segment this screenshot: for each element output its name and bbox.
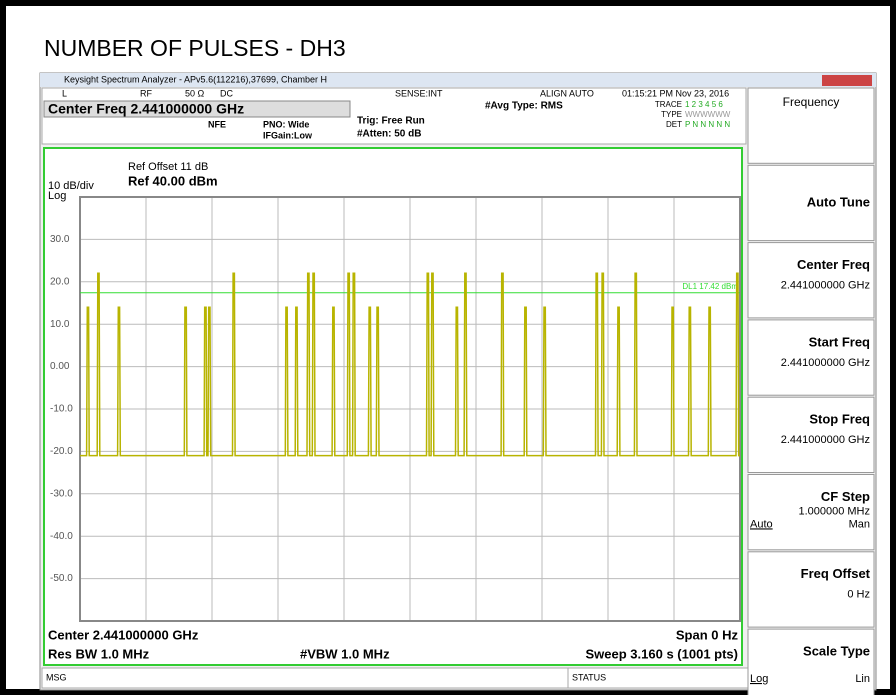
y-tick-label: -10.0 (50, 404, 73, 415)
softkey-value: 1.000000 MHz (798, 505, 870, 517)
y-tick-label: 0.00 (50, 361, 70, 372)
softkey-right: Man (849, 518, 870, 530)
atten: #Atten: 50 dB (357, 129, 421, 140)
status: 01:15:21 PM Nov 23, 2016 (622, 88, 729, 98)
y-tick-label: -20.0 (50, 446, 73, 457)
status: ALIGN AUTO (540, 88, 594, 98)
footer-sweep: Sweep 3.160 s (1001 pts) (586, 646, 738, 661)
softkey[interactable] (747, 242, 875, 319)
softkey-value: 2.441000000 GHz (781, 280, 870, 292)
type-label: TYPE (661, 110, 682, 119)
softkey-label: Freq Offset (801, 566, 871, 581)
softkey[interactable] (747, 474, 875, 551)
center-freq-box (43, 100, 351, 118)
window-title: Keysight Spectrum Analyzer - APv5.6(1122… (64, 74, 327, 84)
softkey[interactable] (747, 551, 875, 628)
footer-span: Span 0 Hz (676, 627, 739, 642)
log: Log (48, 190, 66, 202)
display-line-label: DL1 17.42 dBm (682, 282, 738, 291)
softkey[interactable] (747, 164, 875, 242)
softkey-right: Lin (855, 673, 870, 685)
softkey-value: 2.441000000 GHz (781, 434, 870, 446)
softkey[interactable] (747, 628, 875, 695)
y-tick-label: 30.0 (50, 234, 70, 245)
status: L (62, 88, 67, 98)
trace-label: TRACE (655, 100, 682, 109)
softkey-label: CF Step (821, 489, 870, 504)
ifgain: IFGain:Low (263, 130, 313, 140)
softkey-label: Start Freq (809, 334, 870, 349)
det-label: DET (666, 120, 682, 129)
ref-offset: Ref Offset 11 dB (128, 161, 208, 173)
softkey-left: Log (750, 673, 768, 685)
footer-vbw: #VBW 1.0 MHz (300, 646, 390, 661)
center-freq: Center Freq 2.441000000 GHz (48, 101, 244, 117)
softkey-value: 0 Hz (847, 589, 870, 601)
status: RF (140, 88, 152, 98)
y-tick-label: 10.0 (50, 319, 70, 330)
window-controls[interactable] (822, 75, 872, 86)
softkeys: Frequency Auto Tune Center Freq 2.441000000… (747, 87, 875, 695)
status: SENSE:INT (395, 88, 443, 98)
footer-rbw: Res BW 1.0 MHz (48, 646, 150, 661)
trace (80, 272, 740, 457)
y-tick-label: -40.0 (50, 531, 73, 542)
softkey-label: Scale Type (803, 644, 870, 659)
header (41, 87, 747, 145)
graticule (79, 196, 741, 622)
softkey-value: 2.441000000 GHz (781, 357, 870, 369)
softkey[interactable] (747, 319, 875, 396)
softkey-label: Auto Tune (807, 195, 870, 210)
trace: 1 2 3 4 5 6 (685, 100, 723, 109)
softkey[interactable] (747, 396, 875, 474)
page-title: NUMBER OF PULSES - DH3 (44, 35, 346, 61)
softkey-left: Auto (750, 518, 773, 530)
type: WWWWWW (685, 110, 731, 119)
avg-type: #Avg Type: RMS (485, 101, 563, 112)
status: DC (220, 88, 233, 98)
ref-level: Ref 40.00 dBm (128, 173, 218, 188)
softkey-title: Frequency (783, 95, 840, 109)
softkey-label: Stop Freq (809, 412, 870, 427)
y-tick-label: -50.0 (50, 573, 73, 584)
softkey[interactable] (747, 87, 875, 164)
grid (80, 197, 740, 621)
y-tick-label: 20.0 (50, 276, 70, 287)
status: 50 Ω (185, 88, 205, 98)
msg: MSG (46, 672, 67, 682)
softkey-label: Center Freq (797, 257, 870, 272)
det: P N N N N N (685, 120, 730, 129)
y-tick-label: -30.0 (50, 488, 73, 499)
status-label: STATUS (572, 672, 606, 682)
footer-center: Center 2.441000000 GHz (48, 627, 199, 642)
pno: PNO: Wide (263, 119, 309, 129)
title-bar (40, 73, 876, 87)
nfe: NFE (208, 119, 226, 129)
trig: Trig: Free Run (357, 116, 425, 127)
scale: 10 dB/div (48, 180, 94, 192)
